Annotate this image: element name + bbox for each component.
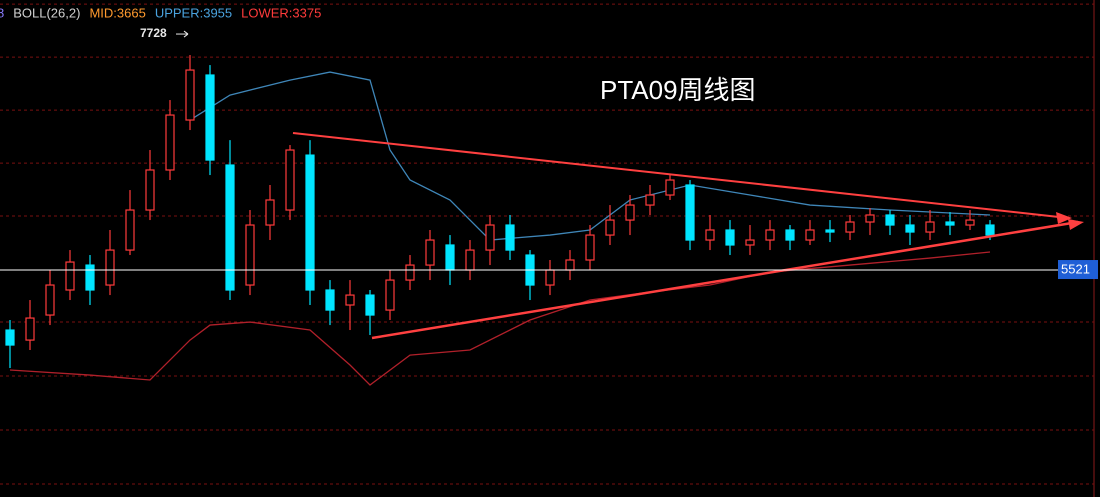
candle-body	[85, 264, 95, 291]
candle-body	[685, 184, 695, 241]
legend-entry: MID:3665	[89, 5, 145, 20]
peak-arrow-tip	[183, 33, 189, 38]
candle-body	[825, 229, 835, 233]
candle-body	[345, 294, 355, 306]
candle-body	[65, 261, 75, 291]
candle-body	[465, 249, 475, 271]
candle-body	[5, 329, 15, 346]
candle-body	[665, 179, 675, 196]
legend-entry: UPPER:3955	[155, 5, 232, 20]
candle-body	[545, 269, 555, 286]
candle-body	[885, 214, 895, 226]
candle-body	[985, 224, 995, 236]
candle-body	[445, 244, 455, 271]
candle-body	[625, 204, 635, 221]
candle-body	[105, 249, 115, 286]
candle-body	[605, 219, 615, 236]
candle-body	[585, 234, 595, 261]
peak-label: 7728	[140, 26, 167, 40]
legend-entry: 8	[0, 5, 4, 20]
candle-body	[165, 114, 175, 171]
legend-entry: LOWER:3375	[241, 5, 321, 20]
bands	[9, 71, 991, 386]
candle-body	[225, 164, 235, 291]
last-price-label: 5521	[1061, 261, 1090, 276]
candle-body	[45, 284, 55, 316]
lower-trendline	[371, 220, 1079, 340]
candle-body	[905, 224, 915, 233]
last-price-box	[1058, 260, 1098, 280]
candle-body	[185, 69, 195, 121]
candle-body	[745, 239, 755, 246]
candle-body	[425, 239, 435, 266]
candle-body	[565, 259, 575, 271]
candle-body	[725, 229, 735, 246]
overlay: 5521 7728 8 BOLL(26,2) MID:3665 UPPER:3955 LOW…	[0, 5, 1098, 280]
peak-arrow-tip	[183, 30, 189, 35]
candle-body	[125, 209, 135, 251]
arrow-head	[1068, 219, 1084, 230]
candle-body	[385, 279, 395, 311]
candle-body	[865, 214, 875, 223]
candle-body	[765, 229, 775, 241]
candles	[5, 55, 995, 369]
upper-trendline	[292, 132, 1069, 219]
candle-body	[485, 224, 495, 251]
candle-body	[925, 221, 935, 233]
candle-body	[325, 289, 335, 311]
candle-body	[365, 294, 375, 316]
band-line	[9, 251, 991, 386]
candle-body	[845, 221, 855, 233]
candle-body	[305, 154, 315, 291]
candle-body	[645, 194, 655, 206]
candle-body	[705, 229, 715, 241]
candle-body	[805, 229, 815, 241]
candle-body	[505, 224, 515, 251]
chart-title: PTA09周线图	[600, 75, 756, 105]
triangle-annotation	[292, 132, 1084, 340]
candle-body	[205, 74, 215, 161]
candle-body	[405, 264, 415, 281]
candle-body	[965, 219, 975, 226]
candle-body	[945, 221, 955, 226]
legend-entry: BOLL(26,2)	[13, 5, 80, 20]
candle-body	[265, 199, 275, 226]
candle-body	[25, 317, 35, 341]
arrow-head	[1056, 212, 1072, 224]
candle-body	[285, 149, 295, 211]
candle-body	[245, 224, 255, 286]
grid	[0, 3, 1094, 485]
candle-body	[785, 229, 795, 241]
candle-body	[145, 169, 155, 211]
